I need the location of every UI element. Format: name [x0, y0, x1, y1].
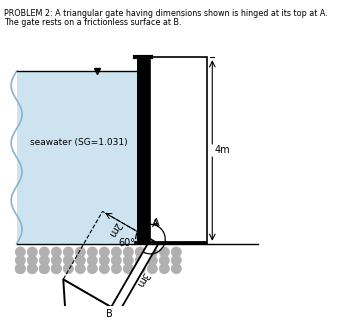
Circle shape	[123, 255, 133, 266]
Circle shape	[15, 264, 26, 274]
Circle shape	[159, 255, 169, 266]
Circle shape	[51, 247, 61, 257]
Circle shape	[15, 255, 26, 266]
Circle shape	[15, 247, 26, 257]
Text: 3m: 3m	[133, 270, 150, 289]
Text: 60°: 60°	[118, 238, 135, 248]
Circle shape	[27, 264, 37, 274]
Bar	[149, 57, 207, 244]
Text: PROBLEM 2: A triangular gate having dimensions shown is hinged at its top at A.: PROBLEM 2: A triangular gate having dime…	[4, 9, 328, 18]
Text: 2m: 2m	[106, 220, 122, 239]
Circle shape	[75, 264, 85, 274]
Circle shape	[135, 255, 145, 266]
Text: The gate rests on a frictionless surface at B.: The gate rests on a frictionless surface…	[4, 18, 181, 27]
Circle shape	[147, 247, 157, 257]
Circle shape	[159, 247, 169, 257]
Circle shape	[99, 264, 109, 274]
Circle shape	[159, 264, 169, 274]
Circle shape	[51, 264, 61, 274]
Circle shape	[171, 255, 181, 266]
Text: A: A	[153, 218, 160, 228]
Circle shape	[147, 255, 157, 266]
Circle shape	[51, 264, 61, 274]
Circle shape	[39, 255, 49, 266]
Circle shape	[39, 264, 49, 274]
Circle shape	[39, 264, 49, 274]
Circle shape	[27, 264, 37, 274]
Circle shape	[123, 247, 133, 257]
Circle shape	[171, 264, 181, 274]
Circle shape	[87, 264, 97, 274]
Circle shape	[75, 247, 85, 257]
Circle shape	[51, 255, 61, 266]
Bar	[136, 57, 149, 244]
Text: 4m: 4m	[215, 146, 231, 155]
Circle shape	[99, 247, 109, 257]
Text: seawater (SG=1.031): seawater (SG=1.031)	[30, 138, 127, 147]
Circle shape	[63, 264, 73, 274]
Circle shape	[99, 255, 109, 266]
Circle shape	[171, 247, 181, 257]
Circle shape	[111, 255, 121, 266]
Circle shape	[111, 264, 121, 274]
Circle shape	[123, 264, 133, 274]
Polygon shape	[111, 239, 158, 312]
Text: A: A	[152, 219, 159, 229]
Circle shape	[27, 247, 37, 257]
Circle shape	[39, 247, 49, 257]
Circle shape	[87, 255, 97, 266]
Circle shape	[135, 264, 145, 274]
Circle shape	[75, 255, 85, 266]
Circle shape	[147, 264, 157, 274]
Text: B: B	[106, 309, 113, 319]
Circle shape	[63, 247, 73, 257]
Bar	[17, 71, 140, 244]
Circle shape	[63, 255, 73, 266]
Circle shape	[111, 247, 121, 257]
Circle shape	[135, 247, 145, 257]
Circle shape	[87, 247, 97, 257]
Circle shape	[27, 255, 37, 266]
Circle shape	[15, 264, 26, 274]
